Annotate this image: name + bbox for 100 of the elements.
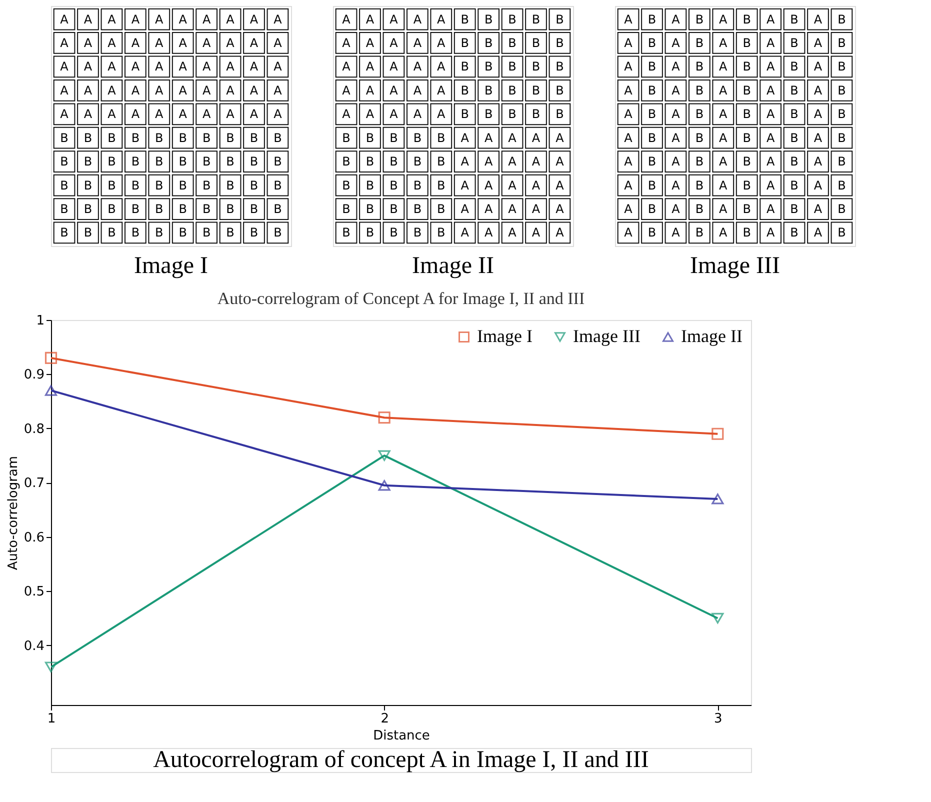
text: B — [838, 154, 846, 169]
text: B — [556, 12, 564, 26]
point — [712, 428, 724, 440]
text: A — [60, 107, 68, 122]
text: B — [274, 202, 282, 216]
text: B — [556, 107, 564, 122]
text: A — [624, 130, 632, 145]
text: B — [695, 178, 704, 192]
text: B — [460, 83, 469, 98]
text: A — [766, 202, 775, 216]
text: Autocorrelogram of concept A in Image I, II and III — [153, 747, 649, 773]
text: B — [60, 178, 68, 192]
text: A — [108, 60, 116, 74]
text: A — [202, 36, 211, 50]
text: A — [342, 83, 350, 98]
text: A — [366, 107, 374, 122]
text: B — [60, 130, 68, 145]
chart-title: Auto-correlogram of Concept A for Image I, II and III — [217, 289, 585, 308]
y-tick-label: 0.6 — [24, 530, 44, 546]
text: A — [131, 12, 140, 26]
text: B — [695, 36, 704, 50]
legend-label: Image I — [477, 326, 532, 346]
text: B — [155, 154, 164, 169]
text: A — [131, 36, 140, 50]
text: B — [250, 178, 258, 192]
text: A — [814, 226, 822, 240]
text: B — [366, 226, 374, 240]
text: B — [790, 178, 798, 192]
text: A — [84, 60, 92, 74]
text: A — [814, 202, 822, 216]
text: A — [226, 60, 234, 74]
text: B — [108, 202, 116, 216]
text: B — [838, 130, 846, 145]
text: A — [556, 130, 564, 145]
text: A — [766, 178, 775, 192]
text: B — [648, 130, 656, 145]
text: A — [274, 12, 282, 26]
text: B — [742, 12, 751, 26]
text: A — [624, 60, 632, 74]
text: A — [532, 202, 540, 216]
text: B — [250, 226, 258, 240]
text: B — [202, 154, 211, 169]
point — [378, 412, 390, 424]
text: B — [226, 154, 234, 169]
text: A — [484, 154, 493, 169]
y-tick-label: 1 — [36, 314, 44, 328]
text: A — [108, 36, 116, 50]
text: B — [460, 60, 469, 74]
text: B — [790, 83, 798, 98]
text: B — [84, 226, 92, 240]
text: B — [131, 226, 140, 240]
text: A — [672, 130, 680, 145]
text: A — [413, 36, 422, 50]
text: A — [532, 178, 540, 192]
text: B — [437, 130, 446, 145]
text: B — [508, 36, 516, 50]
text: B — [695, 107, 704, 122]
text: B — [250, 202, 258, 216]
text: B — [342, 202, 350, 216]
text: A — [437, 83, 446, 98]
text: A — [226, 107, 234, 122]
text: A — [624, 83, 632, 98]
text: A — [672, 83, 680, 98]
text: B — [648, 12, 656, 26]
text: B — [742, 107, 751, 122]
text: B — [695, 226, 704, 240]
text: B — [226, 202, 234, 216]
text: A — [719, 226, 728, 240]
text: A — [532, 226, 540, 240]
text: A — [108, 83, 116, 98]
text: A — [390, 60, 398, 74]
text: B — [790, 226, 798, 240]
text: B — [838, 60, 846, 74]
text: B — [274, 178, 282, 192]
text: B — [484, 36, 493, 50]
text: B — [108, 154, 116, 169]
text: B — [84, 130, 92, 145]
text: A — [508, 130, 516, 145]
text: B — [413, 178, 422, 192]
text: A — [624, 178, 632, 192]
text: A — [366, 83, 374, 98]
text: A — [390, 12, 398, 26]
text: A — [84, 36, 92, 50]
text: A — [437, 12, 446, 26]
text: A — [413, 107, 422, 122]
text: A — [178, 60, 187, 74]
text: B — [532, 107, 540, 122]
text: B — [413, 154, 422, 169]
text: A — [766, 36, 775, 50]
text: B — [60, 226, 68, 240]
text: A — [155, 83, 164, 98]
text: A — [814, 107, 822, 122]
text: B — [742, 83, 751, 98]
text: A — [672, 154, 680, 169]
text: A — [719, 83, 728, 98]
text: B — [508, 107, 516, 122]
text: B — [695, 12, 704, 26]
text: B — [790, 107, 798, 122]
y-tick-label: 0.4 — [24, 638, 44, 654]
text: B — [695, 60, 704, 74]
